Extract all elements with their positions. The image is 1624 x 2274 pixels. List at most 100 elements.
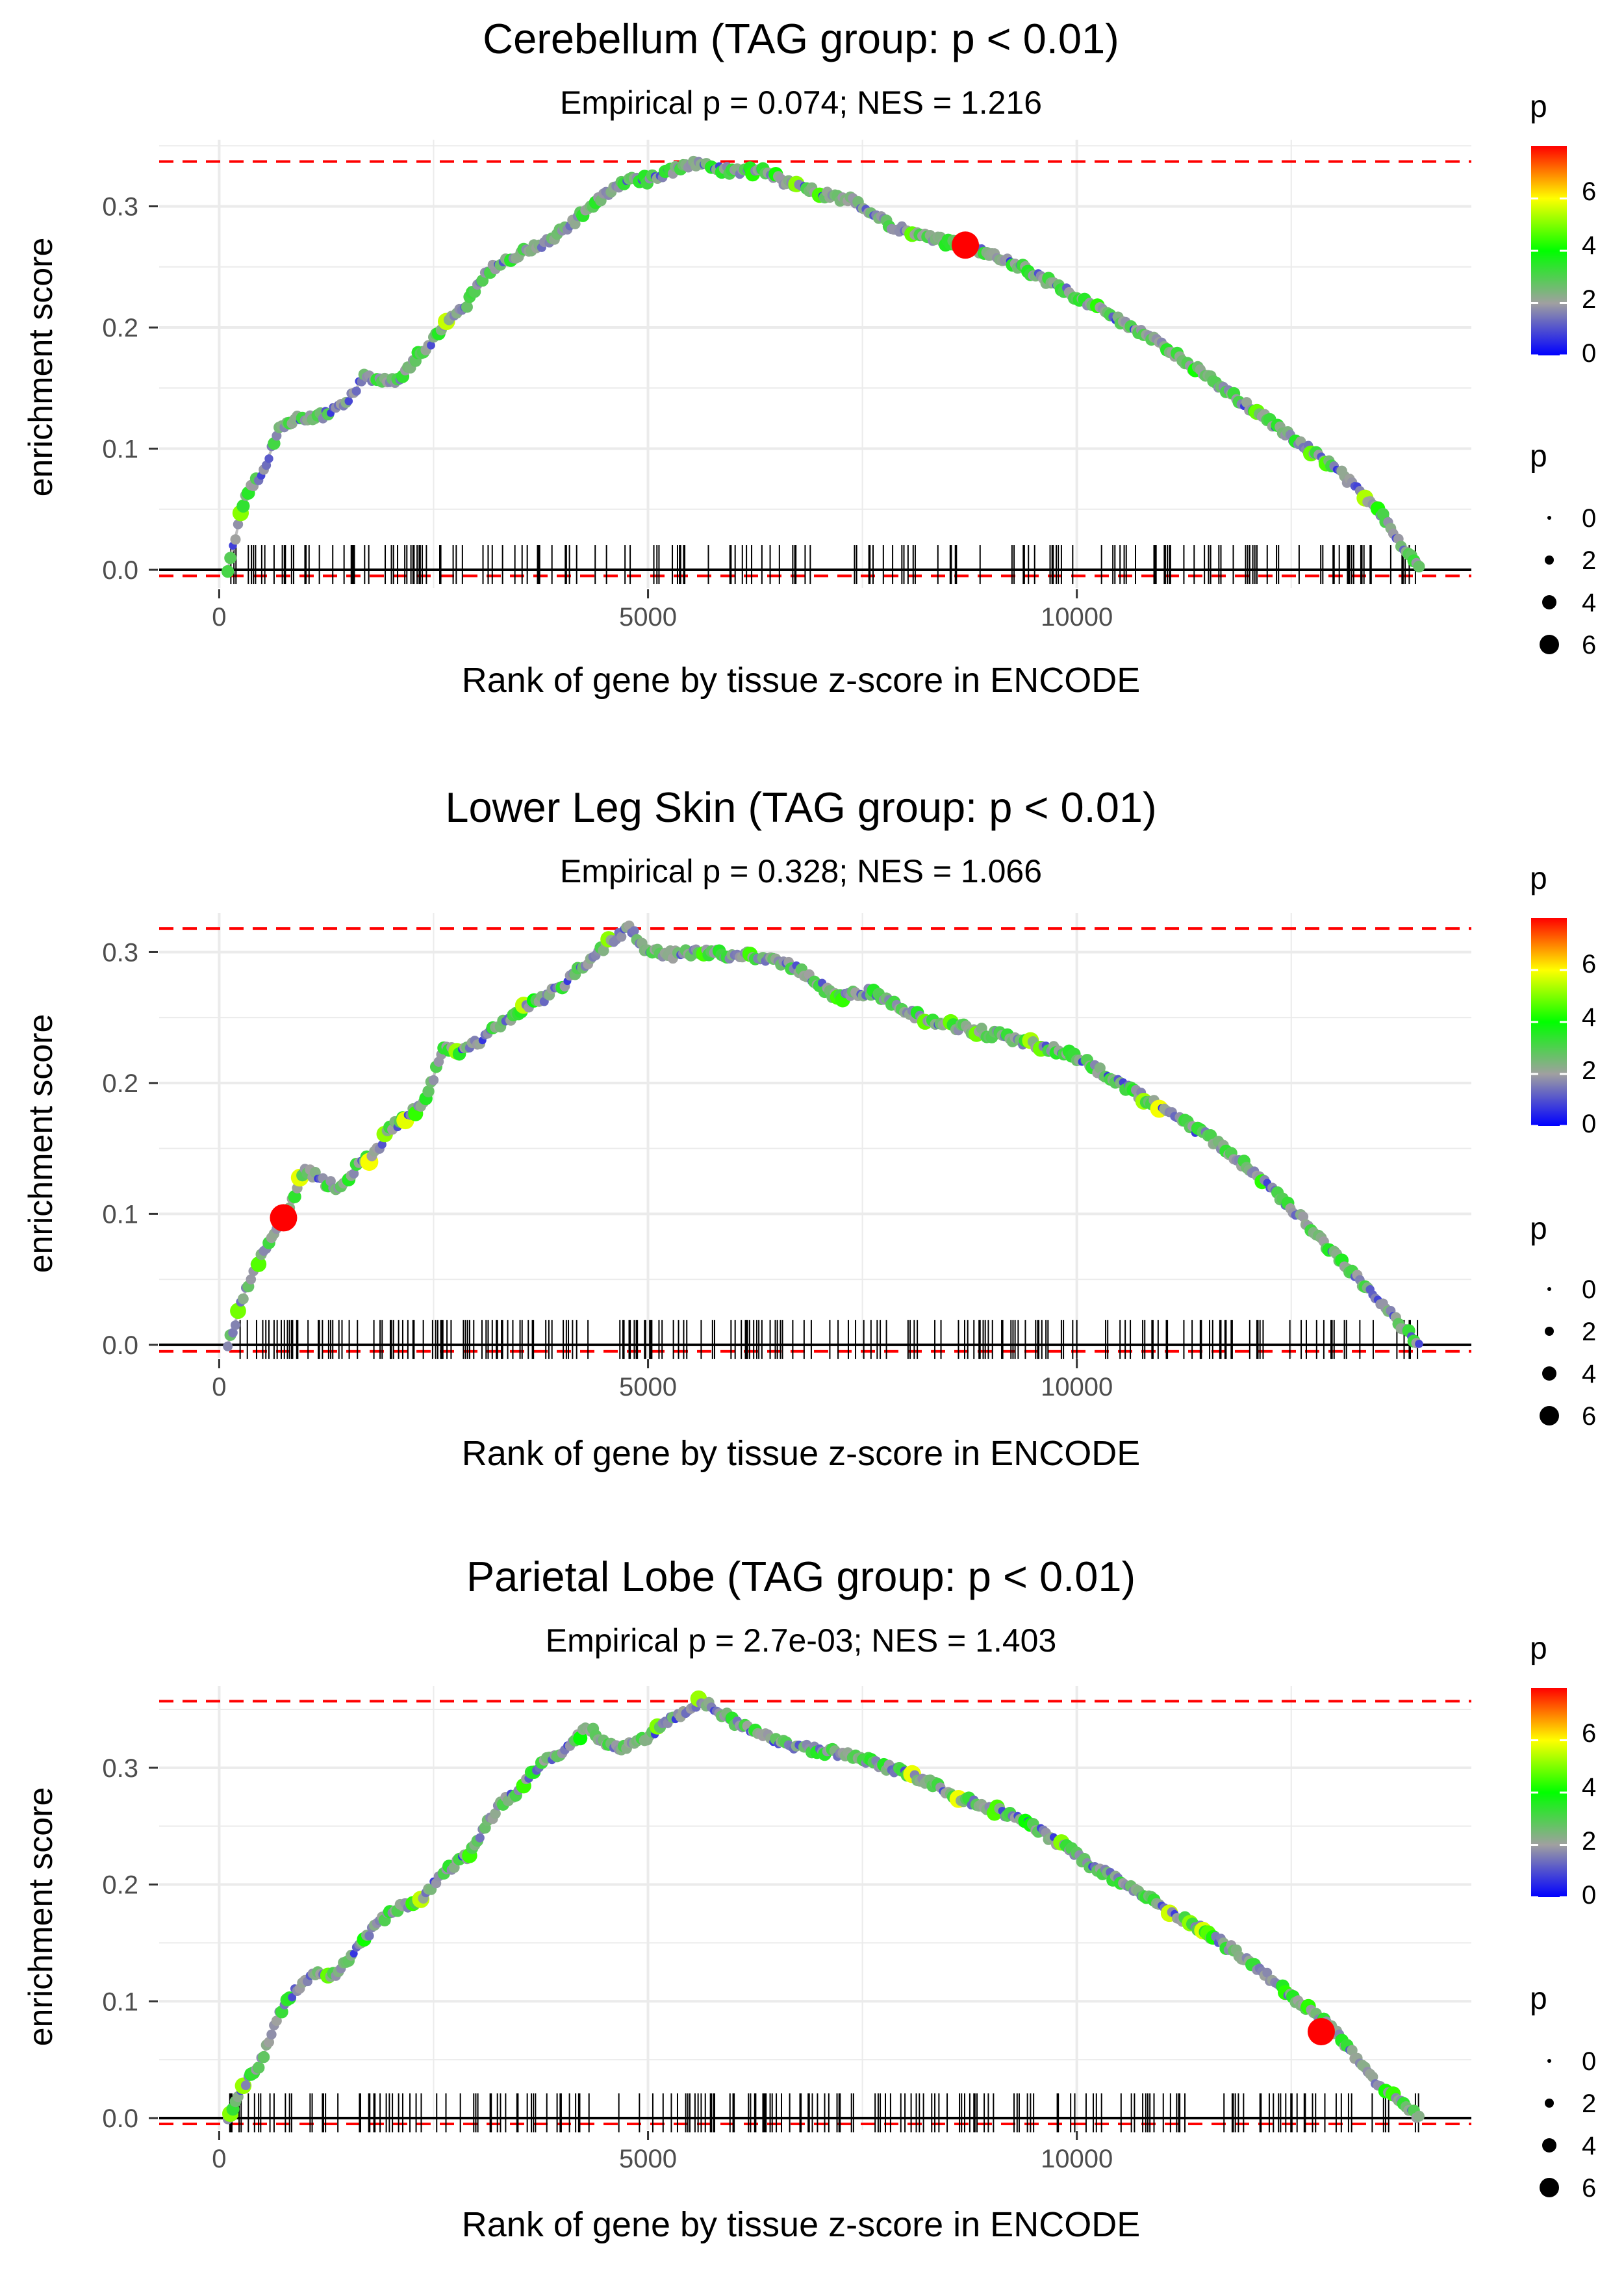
enrichment-point: [264, 454, 273, 463]
enrichment-point: [1413, 560, 1425, 573]
rug-ticks: [230, 545, 1416, 585]
x-tick-label: 5000: [619, 2145, 677, 2173]
enrichment-point: [1413, 2110, 1425, 2122]
enrichment-point: [223, 1341, 233, 1351]
enrichment-point: [377, 1140, 387, 1149]
y-tick-label: 0.2: [102, 314, 138, 342]
color-tick-label: 6: [1582, 950, 1596, 978]
color-tick-label: 6: [1582, 1719, 1596, 1748]
size-legend-dot: [1547, 2059, 1551, 2063]
enrichment-point: [475, 1833, 485, 1843]
panel-title: Cerebellum (TAG group: p < 0.01): [483, 15, 1119, 62]
size-legend-dot: [1545, 1327, 1554, 1336]
x-axis-title: Rank of gene by tissue z-score in ENCODE: [462, 1434, 1140, 1473]
y-tick-label: 0.2: [102, 1871, 138, 1900]
size-legend-dot: [1542, 1366, 1556, 1381]
y-tick-label: 0.3: [102, 193, 138, 222]
size-legend-label: 4: [1582, 1360, 1596, 1388]
color-legend: p 0 2 4 6: [1530, 90, 1596, 368]
enrichment-point: [422, 1085, 435, 1097]
plot-area: 0.0 0.1 0.2 0.3 0 5000 10000: [102, 140, 1471, 632]
size-legend-title: p: [1530, 1982, 1547, 2016]
size-legend-title: p: [1530, 1212, 1547, 1246]
enrichment-point: [228, 1328, 238, 1338]
y-axis-title: enrichment score: [22, 1787, 60, 2047]
rug-ticks: [229, 2093, 1419, 2133]
enrichment-point: [570, 218, 581, 229]
size-legend-label: 0: [1582, 504, 1596, 533]
color-legend-title: p: [1530, 90, 1547, 124]
enrichment-point: [251, 1256, 267, 1272]
size-legend-dot: [1542, 595, 1556, 609]
color-tick-label: 2: [1582, 1827, 1596, 1856]
color-tick-label: 0: [1582, 1881, 1596, 1910]
panel-title: Lower Leg Skin (TAG group: p < 0.01): [445, 784, 1156, 831]
x-tick-label: 10000: [1041, 603, 1113, 632]
color-tick-label: 4: [1582, 231, 1596, 260]
enrichment-point: [288, 1993, 297, 2002]
y-tick-label: 0.3: [102, 1754, 138, 1783]
size-legend-label: 6: [1582, 1402, 1596, 1431]
x-tick-label: 5000: [619, 603, 677, 632]
plot-area: 0.0 0.1 0.2 0.3 0 5000 10000: [102, 913, 1471, 1401]
lower-leg-skin-panel: Lower Leg Skin (TAG group: p < 0.01) Emp…: [22, 784, 1596, 1473]
enrichment-point: [231, 1320, 241, 1331]
panel-title: Parietal Lobe (TAG group: p < 0.01): [466, 1553, 1136, 1600]
color-legend-title: p: [1530, 1631, 1547, 1666]
y-tick-label: 0.1: [102, 1200, 138, 1229]
y-tick-label: 0.0: [102, 2104, 138, 2133]
color-tick-label: 2: [1582, 1056, 1596, 1085]
enrichment-point: [224, 552, 236, 565]
x-tick-label: 10000: [1041, 1373, 1113, 1401]
highlight-point: [952, 231, 980, 259]
size-legend-label: 6: [1582, 2174, 1596, 2203]
size-legend-label: 0: [1582, 2047, 1596, 2076]
color-tick-label: 0: [1582, 339, 1596, 368]
enrichment-points: [222, 1690, 1425, 2125]
color-legend: p 0 2 4 6: [1530, 862, 1596, 1138]
rug-ticks: [239, 1320, 1419, 1359]
y-axis-title: enrichment score: [22, 1014, 60, 1273]
panel-subtitle: Empirical p = 2.7e-03; NES = 1.403: [546, 1622, 1057, 1659]
size-legend-label: 6: [1582, 631, 1596, 659]
color-tick-label: 4: [1582, 1003, 1596, 1032]
size-legend: p 0 2 4 6: [1530, 1212, 1596, 1431]
color-tick-label: 2: [1582, 285, 1596, 314]
enrichment-point: [271, 2015, 282, 2026]
enrichment-point: [237, 1293, 249, 1305]
x-tick-label: 0: [212, 603, 226, 632]
size-legend-label: 2: [1582, 546, 1596, 575]
cerebellum-panel: Cerebellum (TAG group: p < 0.01) Empiric…: [22, 15, 1596, 700]
enrichment-point: [427, 341, 435, 350]
size-legend-dot: [1540, 635, 1559, 654]
x-tick-label: 0: [212, 2145, 226, 2173]
enrichment-point: [288, 1190, 301, 1203]
size-legend-dot: [1540, 1406, 1559, 1425]
size-legend-title: p: [1530, 439, 1547, 474]
size-legend-label: 0: [1582, 1275, 1596, 1304]
highlight-point: [270, 1204, 298, 1232]
enrichment-point: [221, 565, 235, 578]
enrichment-point: [233, 519, 244, 530]
size-legend-label: 4: [1582, 2132, 1596, 2160]
enrichment-point: [629, 926, 639, 936]
enrichment-point: [364, 1931, 374, 1941]
size-legend: p 0 2 4 6: [1530, 1982, 1596, 2203]
y-tick-label: 0.2: [102, 1069, 138, 1098]
enrichment-point: [263, 2037, 274, 2048]
enrichment-point: [230, 534, 241, 545]
size-legend-dot: [1547, 516, 1551, 520]
panel-subtitle: Empirical p = 0.074; NES = 1.216: [560, 84, 1042, 121]
size-legend-dot: [1542, 2138, 1556, 2153]
panel-subtitle: Empirical p = 0.328; NES = 1.066: [560, 853, 1042, 889]
enrichment-point: [349, 1168, 359, 1179]
x-axis-title: Rank of gene by tissue z-score in ENCODE: [462, 661, 1140, 700]
y-tick-label: 0.3: [102, 938, 138, 967]
x-axis-title: Rank of gene by tissue z-score in ENCODE: [462, 2205, 1140, 2244]
size-legend-dot: [1545, 2099, 1554, 2108]
color-tick-label: 0: [1582, 1110, 1596, 1138]
enrichment-point: [252, 2062, 265, 2074]
size-legend-label: 4: [1582, 589, 1596, 617]
y-tick-label: 0.0: [102, 1331, 138, 1360]
